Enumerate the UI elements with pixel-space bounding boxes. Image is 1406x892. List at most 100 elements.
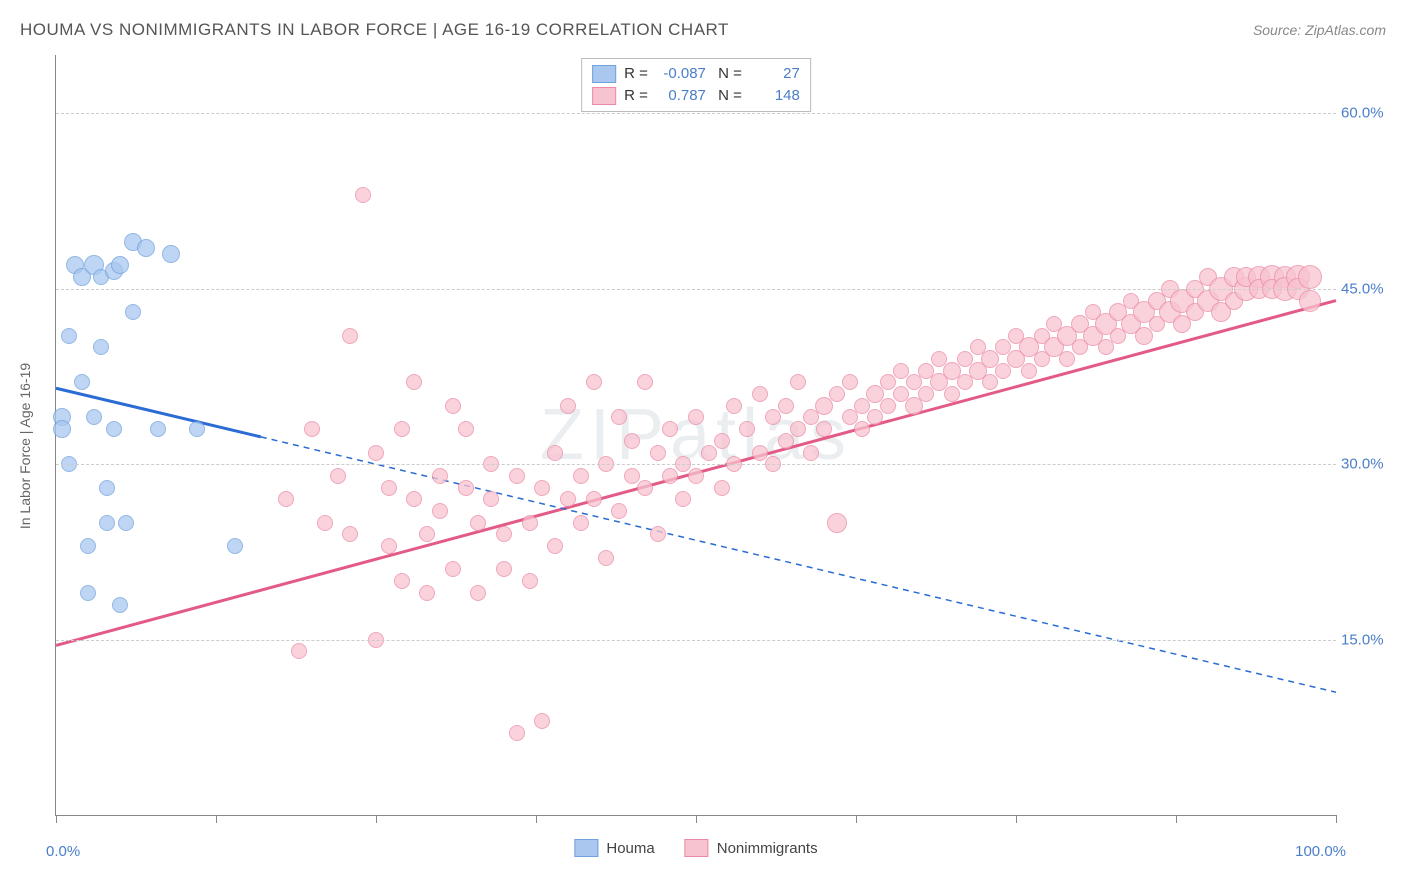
data-point-nonimmigrants [522,573,538,589]
data-point-nonimmigrants [458,421,474,437]
data-point-nonimmigrants [496,526,512,542]
data-point-nonimmigrants [675,491,691,507]
y-tick-label: 60.0% [1341,105,1396,122]
data-point-houma [227,538,243,554]
legend-item-houma: Houma [574,839,654,857]
data-point-nonimmigrants [330,468,346,484]
data-point-nonimmigrants [291,643,307,659]
data-point-nonimmigrants [522,515,538,531]
data-point-nonimmigrants [662,421,678,437]
chart-title: HOUMA VS NONIMMIGRANTS IN LABOR FORCE | … [20,20,729,40]
data-point-nonimmigrants [1098,339,1114,355]
data-point-nonimmigrants [854,421,870,437]
data-point-nonimmigrants [547,538,563,554]
data-point-nonimmigrants [509,468,525,484]
gridline [56,289,1336,290]
data-point-nonimmigrants [342,526,358,542]
data-point-nonimmigrants [470,515,486,531]
gridline [56,640,1336,641]
y-tick-label: 15.0% [1341,631,1396,648]
data-point-nonimmigrants [637,480,653,496]
data-point-nonimmigrants [662,468,678,484]
data-point-nonimmigrants [701,445,717,461]
data-point-houma [53,420,71,438]
data-point-nonimmigrants [827,513,847,533]
data-point-nonimmigrants [342,328,358,344]
data-point-nonimmigrants [445,398,461,414]
data-point-nonimmigrants [714,433,730,449]
data-point-houma [99,480,115,496]
data-point-nonimmigrants [778,398,794,414]
data-point-houma [189,421,205,437]
data-point-nonimmigrants [944,386,960,402]
data-point-nonimmigrants [611,409,627,425]
data-point-nonimmigrants [496,561,512,577]
data-point-nonimmigrants [560,491,576,507]
x-tick [376,815,377,823]
x-min-label: 0.0% [46,843,80,860]
data-point-nonimmigrants [790,374,806,390]
data-point-nonimmigrants [624,468,640,484]
data-point-nonimmigrants [355,187,371,203]
data-point-nonimmigrants [893,363,909,379]
data-point-houma [99,515,115,531]
series-legend: Houma Nonimmigrants [574,839,817,857]
data-point-houma [74,374,90,390]
data-point-nonimmigrants [304,421,320,437]
data-point-nonimmigrants [432,503,448,519]
data-point-nonimmigrants [1299,290,1321,312]
gridline [56,464,1336,465]
data-point-nonimmigrants [1298,265,1322,289]
x-tick [1016,815,1017,823]
data-point-nonimmigrants [778,433,794,449]
nonimmigrants-swatch-icon [685,839,709,857]
data-point-nonimmigrants [278,491,294,507]
data-point-nonimmigrants [906,374,922,390]
data-point-houma [137,239,155,257]
legend-item-nonimmigrants: Nonimmigrants [685,839,818,857]
y-axis-label: In Labor Force | Age 16-19 [17,363,33,529]
data-point-houma [86,409,102,425]
y-tick-label: 30.0% [1341,456,1396,473]
data-point-nonimmigrants [867,409,883,425]
data-point-nonimmigrants [803,445,819,461]
data-point-houma [118,515,134,531]
data-point-nonimmigrants [688,468,704,484]
data-point-nonimmigrants [598,550,614,566]
data-point-nonimmigrants [406,374,422,390]
data-point-nonimmigrants [1021,363,1037,379]
data-point-nonimmigrants [982,374,998,390]
data-point-nonimmigrants [586,374,602,390]
data-point-nonimmigrants [790,421,806,437]
houma-swatch-icon [574,839,598,857]
gridline [56,113,1336,114]
data-point-nonimmigrants [650,445,666,461]
x-tick [56,815,57,823]
data-point-nonimmigrants [445,561,461,577]
data-point-nonimmigrants [547,445,563,461]
data-point-nonimmigrants [458,480,474,496]
data-point-nonimmigrants [317,515,333,531]
data-point-nonimmigrants [624,433,640,449]
data-point-houma [150,421,166,437]
data-point-nonimmigrants [1059,351,1075,367]
data-point-houma [125,304,141,320]
data-point-nonimmigrants [637,374,653,390]
source-attribution: Source: ZipAtlas.com [1253,22,1386,38]
data-point-nonimmigrants [842,409,858,425]
data-point-nonimmigrants [509,725,525,741]
data-point-nonimmigrants [534,480,550,496]
data-point-nonimmigrants [586,491,602,507]
data-point-nonimmigrants [394,421,410,437]
data-point-nonimmigrants [752,445,768,461]
data-point-nonimmigrants [483,491,499,507]
data-point-nonimmigrants [368,445,384,461]
data-point-houma [80,538,96,554]
data-point-nonimmigrants [419,526,435,542]
data-point-nonimmigrants [381,538,397,554]
data-point-nonimmigrants [611,503,627,519]
data-point-nonimmigrants [432,468,448,484]
x-tick [856,815,857,823]
x-tick [1176,815,1177,823]
data-point-nonimmigrants [534,713,550,729]
